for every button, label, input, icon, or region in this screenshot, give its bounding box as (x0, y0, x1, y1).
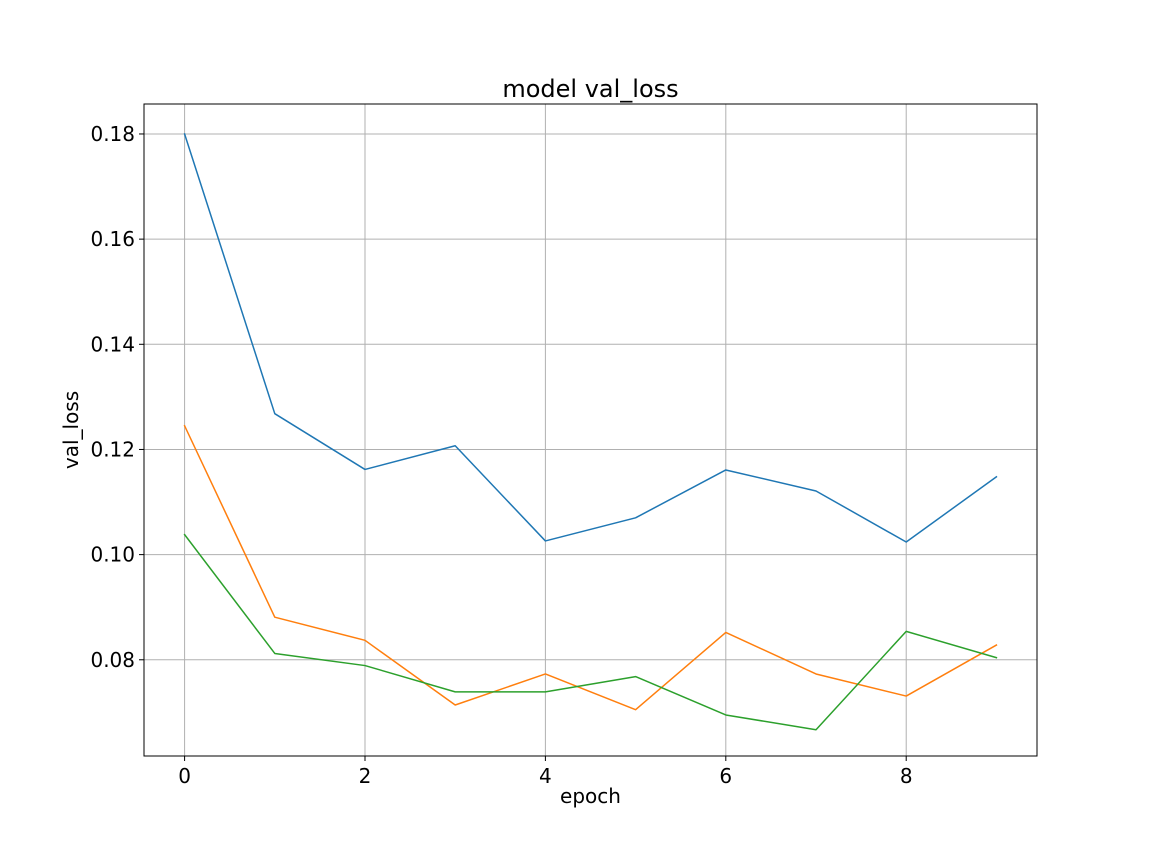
series-line-3 (183, 533, 998, 731)
x-tick-label: 4 (539, 764, 552, 788)
chart-title: model val_loss (502, 75, 678, 103)
y-tick-label: 0.16 (90, 227, 135, 251)
ticks: 0 2 4 6 8 0.08 0.10 0.12 0.14 0.16 0.18 (90, 122, 912, 788)
series-line-1 (183, 133, 998, 543)
x-tick-label: 6 (719, 764, 732, 788)
plot-frame (143, 103, 1038, 757)
y-tick-label: 0.08 (90, 648, 135, 672)
y-tick-label: 0.14 (90, 332, 135, 356)
grid (144, 104, 1037, 756)
x-axis-label: epoch (560, 784, 621, 808)
series-group (183, 133, 998, 731)
y-axis-label: val_loss (59, 391, 83, 469)
y-tick-label: 0.18 (90, 122, 135, 146)
x-tick-label: 2 (359, 764, 372, 788)
series-line-2 (183, 424, 998, 711)
x-tick-label: 8 (900, 764, 913, 788)
y-tick-label: 0.12 (90, 437, 135, 461)
x-tick-label: 0 (178, 764, 191, 788)
y-tick-label: 0.10 (90, 543, 135, 567)
